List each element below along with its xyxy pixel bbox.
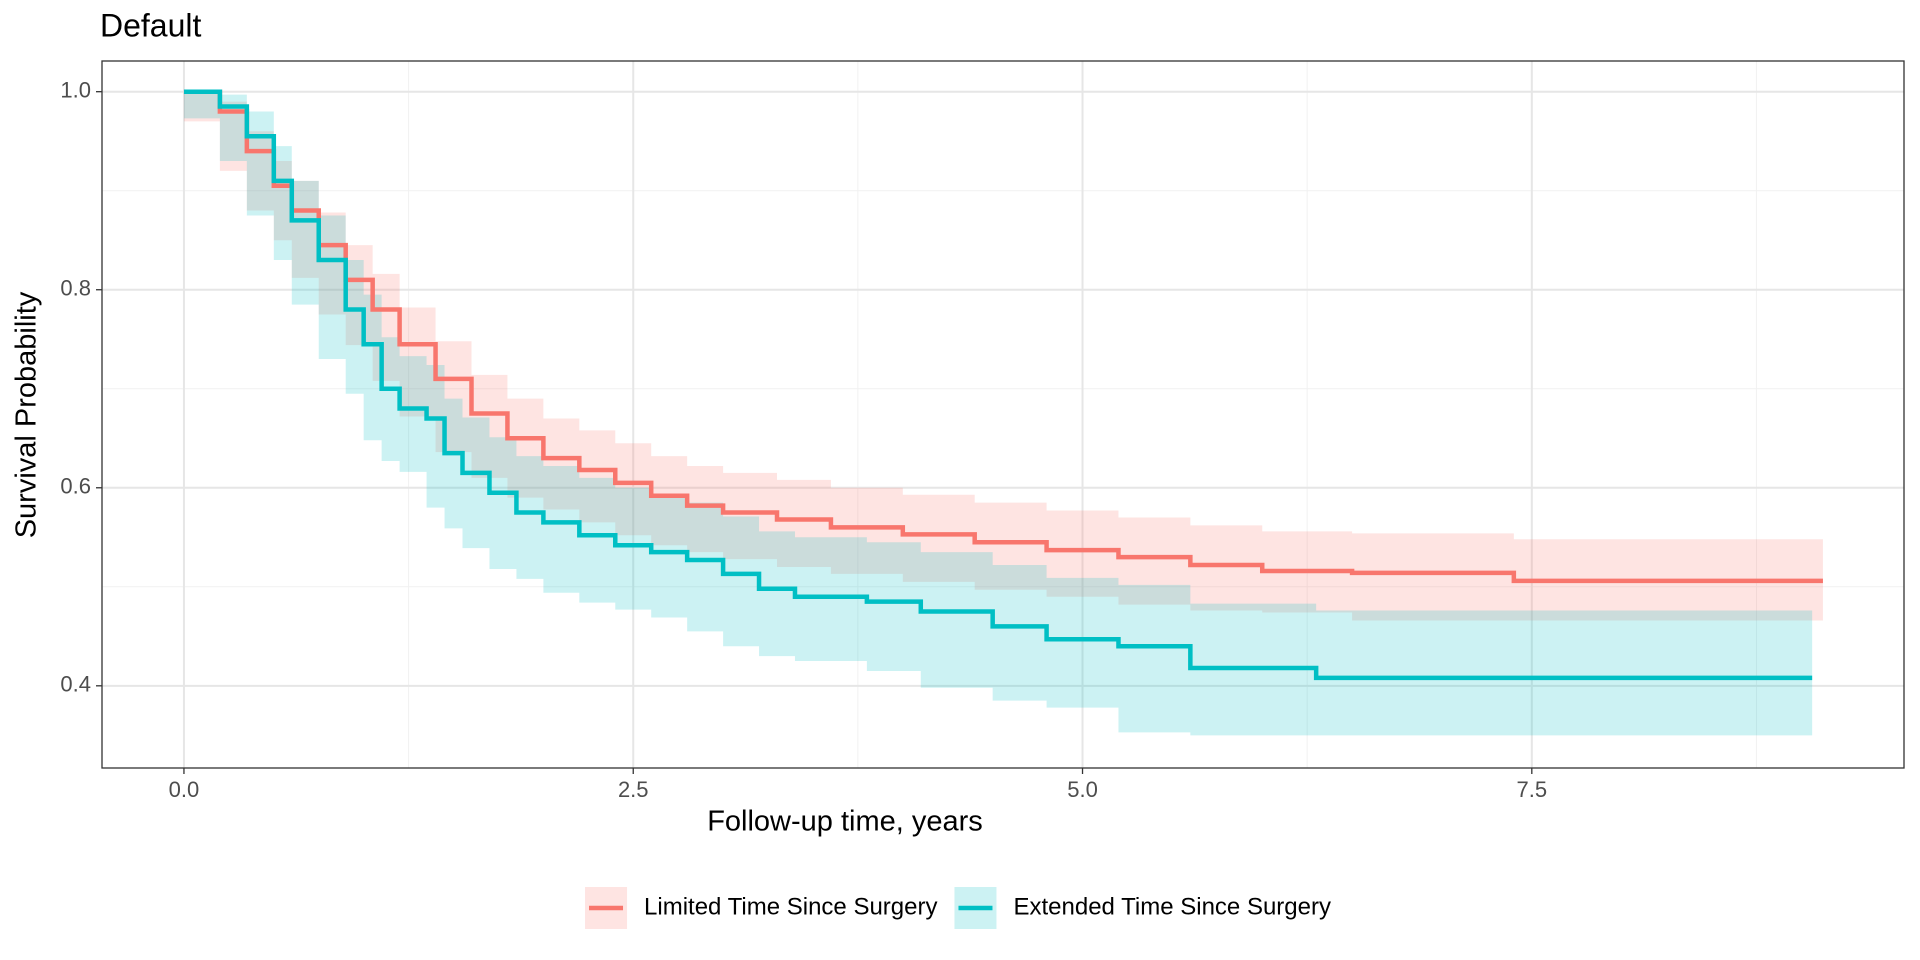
x-axis-label: Follow-up time, years xyxy=(707,806,983,838)
plot-panel xyxy=(102,61,1904,768)
y-tick-label: 0.6 xyxy=(60,474,91,499)
y-tick-label: 0.4 xyxy=(60,672,91,697)
x-tick-label: 2.5 xyxy=(618,777,649,802)
legend: Limited Time Since Surgery Extended Time … xyxy=(585,887,1331,929)
x-tick-label: 0.0 xyxy=(169,777,200,802)
x-tick-label: 7.5 xyxy=(1517,777,1548,802)
y-tick-label: 0.8 xyxy=(60,276,91,301)
x-tick-label: 5.0 xyxy=(1067,777,1098,802)
legend-label: Extended Time Since Surgery xyxy=(1013,893,1331,920)
legend-label: Limited Time Since Surgery xyxy=(644,893,937,920)
survival-line xyxy=(183,89,1813,681)
y-tick-label: 1.0 xyxy=(60,78,91,103)
chart-title: Default xyxy=(100,7,202,43)
confidence-band xyxy=(183,91,1813,736)
confidence-band xyxy=(183,91,1823,621)
plot-border xyxy=(101,60,1905,769)
survival-line xyxy=(183,89,1823,584)
y-axis-label: Survival Probability xyxy=(11,291,43,538)
